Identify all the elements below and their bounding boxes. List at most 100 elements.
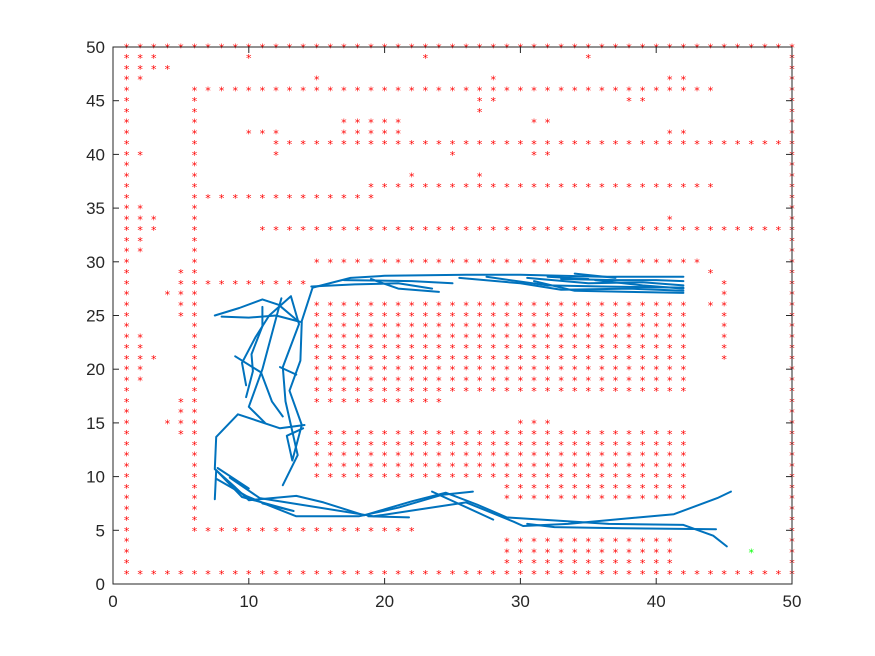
obstacle-marker: * bbox=[341, 396, 347, 409]
obstacle-marker: * bbox=[531, 482, 537, 495]
obstacle-marker: * bbox=[477, 170, 483, 183]
obstacle-marker: * bbox=[314, 428, 320, 441]
obstacle-marker: * bbox=[463, 181, 469, 194]
obstacle-marker: * bbox=[545, 536, 551, 549]
obstacle-marker: * bbox=[653, 138, 659, 151]
obstacle-marker: * bbox=[504, 84, 510, 97]
obstacle-marker: * bbox=[586, 439, 592, 452]
obstacle-marker: * bbox=[192, 407, 198, 420]
obstacle-marker: * bbox=[124, 407, 130, 420]
obstacle-marker: * bbox=[518, 536, 524, 549]
obstacle-marker: * bbox=[477, 138, 483, 151]
obstacle-marker: * bbox=[586, 181, 592, 194]
path-line bbox=[310, 282, 434, 290]
obstacle-marker: * bbox=[558, 546, 564, 559]
obstacle-marker: * bbox=[328, 224, 334, 237]
obstacle-marker: * bbox=[626, 493, 632, 506]
obstacle-marker: * bbox=[205, 525, 211, 538]
obstacle-marker: * bbox=[124, 84, 130, 97]
obstacle-marker: * bbox=[613, 546, 619, 559]
obstacle-marker: * bbox=[518, 568, 524, 581]
obstacle-marker: * bbox=[626, 321, 632, 334]
obstacle-marker: * bbox=[355, 428, 361, 441]
path-line bbox=[213, 469, 295, 512]
obstacle-marker: * bbox=[776, 138, 782, 151]
obstacle-marker: * bbox=[681, 364, 687, 377]
obstacle-marker: * bbox=[504, 321, 510, 334]
obstacle-marker: * bbox=[653, 439, 659, 452]
obstacle-marker: * bbox=[490, 439, 496, 452]
obstacle-marker: * bbox=[436, 471, 442, 484]
obstacle-marker: * bbox=[490, 321, 496, 334]
obstacle-marker: * bbox=[667, 364, 673, 377]
obstacle-marker: * bbox=[192, 310, 198, 323]
obstacle-marker: * bbox=[314, 138, 320, 151]
obstacle-marker: * bbox=[545, 149, 551, 162]
obstacle-marker: * bbox=[586, 374, 592, 387]
obstacle-marker: * bbox=[395, 353, 401, 366]
obstacle-marker: * bbox=[667, 568, 673, 581]
obstacle-marker: * bbox=[721, 224, 727, 237]
obstacle-marker: * bbox=[341, 364, 347, 377]
obstacle-marker: * bbox=[613, 256, 619, 269]
obstacle-marker: * bbox=[368, 256, 374, 269]
obstacle-marker: * bbox=[681, 482, 687, 495]
obstacle-marker: * bbox=[681, 42, 687, 55]
obstacle-marker: * bbox=[382, 127, 388, 140]
obstacle-marker: * bbox=[640, 364, 646, 377]
obstacle-marker: * bbox=[490, 568, 496, 581]
obstacle-marker: * bbox=[450, 224, 456, 237]
obstacle-marker: * bbox=[545, 385, 551, 398]
obstacle-marker: * bbox=[586, 482, 592, 495]
path-line bbox=[245, 305, 264, 399]
obstacle-marker: * bbox=[300, 138, 306, 151]
obstacle-marker: * bbox=[355, 117, 361, 130]
obstacle-marker: * bbox=[382, 138, 388, 151]
obstacle-marker: * bbox=[328, 84, 334, 97]
obstacle-marker: * bbox=[477, 364, 483, 377]
obstacle-marker: * bbox=[518, 342, 524, 355]
obstacle-marker: * bbox=[545, 546, 551, 559]
obstacle-marker: * bbox=[653, 331, 659, 344]
obstacle-marker: * bbox=[572, 450, 578, 463]
obstacle-marker: * bbox=[762, 138, 768, 151]
obstacle-marker: * bbox=[151, 224, 157, 237]
obstacle-marker: * bbox=[260, 192, 266, 205]
obstacle-marker: * bbox=[653, 546, 659, 559]
obstacle-marker: * bbox=[328, 299, 334, 312]
obstacle-marker: * bbox=[477, 439, 483, 452]
obstacle-marker: * bbox=[382, 568, 388, 581]
obstacle-marker: * bbox=[477, 460, 483, 473]
obstacle-marker: * bbox=[640, 493, 646, 506]
obstacle-marker: * bbox=[463, 299, 469, 312]
obstacle-marker: * bbox=[640, 331, 646, 344]
obstacle-marker: * bbox=[667, 428, 673, 441]
obstacle-marker: * bbox=[762, 42, 768, 55]
obstacle-marker: * bbox=[572, 256, 578, 269]
obstacle-marker: * bbox=[368, 117, 374, 130]
obstacle-marker: * bbox=[694, 84, 700, 97]
obstacle-marker: * bbox=[681, 299, 687, 312]
obstacle-marker: * bbox=[137, 331, 143, 344]
obstacle-marker: * bbox=[667, 557, 673, 570]
obstacle-marker: * bbox=[504, 374, 510, 387]
obstacle-marker: * bbox=[395, 342, 401, 355]
obstacle-marker: * bbox=[586, 42, 592, 55]
obstacle-marker: * bbox=[355, 299, 361, 312]
obstacle-marker: * bbox=[192, 278, 198, 291]
obstacle-marker: * bbox=[368, 471, 374, 484]
obstacle-marker: * bbox=[178, 407, 184, 420]
obstacle-marker: * bbox=[545, 353, 551, 366]
obstacle-marker: * bbox=[328, 364, 334, 377]
obstacle-marker: * bbox=[586, 546, 592, 559]
obstacle-marker: * bbox=[613, 181, 619, 194]
obstacle-marker: * bbox=[640, 568, 646, 581]
obstacle-marker: * bbox=[409, 396, 415, 409]
obstacle-marker: * bbox=[368, 84, 374, 97]
obstacle-marker: * bbox=[137, 364, 143, 377]
obstacle-marker: * bbox=[423, 224, 429, 237]
obstacle-marker: * bbox=[558, 364, 564, 377]
obstacle-marker: * bbox=[382, 428, 388, 441]
obstacle-marker: * bbox=[436, 353, 442, 366]
obstacle-marker: * bbox=[653, 321, 659, 334]
